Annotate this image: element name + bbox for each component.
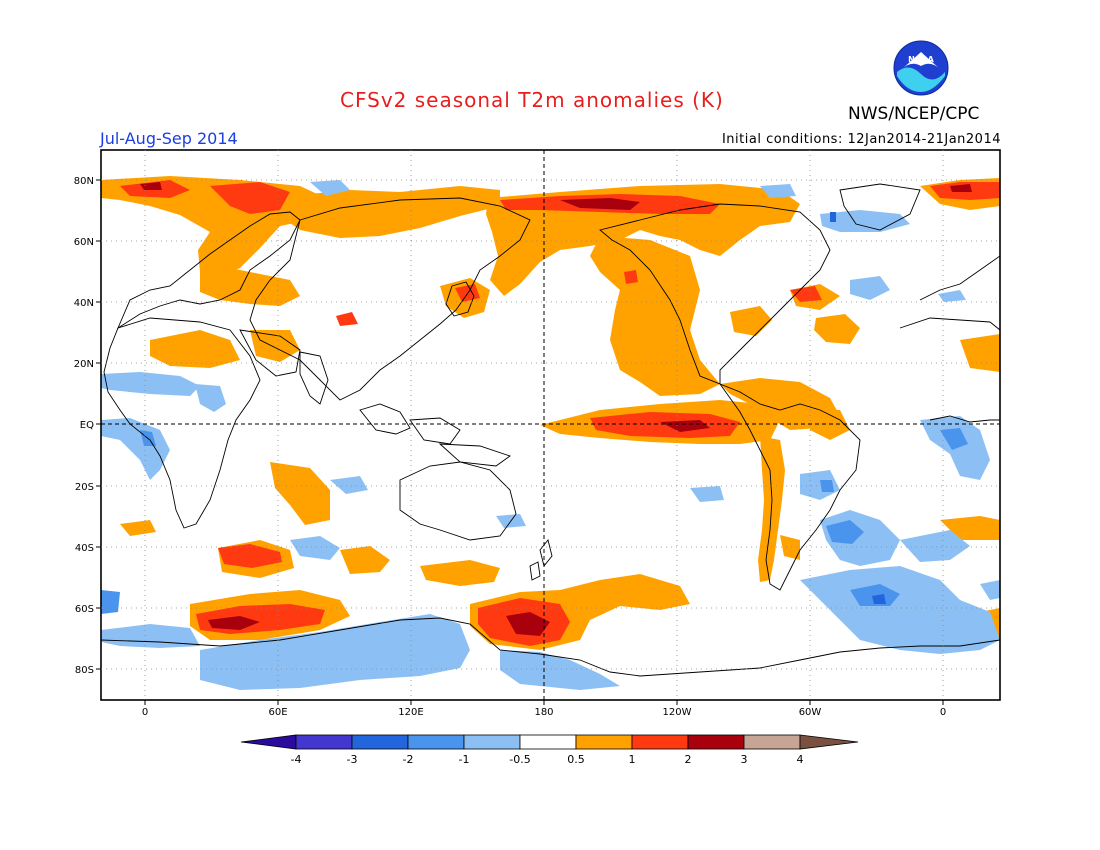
lat-label-40n: 40N: [74, 298, 94, 309]
anomaly-shading: [101, 176, 1000, 690]
colorbar-bin-7: [631, 734, 689, 750]
plot-frame: [100, 149, 1001, 701]
colorbar-label: -3: [347, 753, 358, 766]
colorbar-bin-9: [743, 734, 801, 750]
lon-label-120w: 120W: [663, 707, 692, 718]
lat-label-eq: EQ: [80, 420, 94, 431]
colorbar: [240, 734, 859, 750]
lat-label-40s: 40S: [75, 543, 94, 554]
noaa-logo: NOAA: [893, 40, 949, 96]
gridlines: [101, 150, 1000, 700]
colorbar-label: -1: [459, 753, 470, 766]
colorbar-bin-6: [575, 734, 633, 750]
reference-lines: [101, 150, 1000, 700]
colorbar-label: 2: [685, 753, 692, 766]
colorbar-bin-1: [295, 734, 353, 750]
colorbar-label: 0.5: [567, 753, 585, 766]
lat-label-80n: 80N: [74, 176, 94, 187]
colorbar-bin-5: [519, 734, 577, 750]
lon-label-0-left: 0: [142, 707, 148, 718]
lon-label-0-right: 0: [940, 707, 946, 718]
cool-anomaly-regions: [101, 180, 1000, 690]
coastlines: [101, 183, 1000, 677]
lon-label-120e: 120E: [398, 707, 423, 718]
lat-label-60s: 60S: [75, 604, 94, 615]
season-label: Jul-Aug-Sep 2014: [100, 129, 238, 148]
colorbar-bin-4: [463, 734, 521, 750]
tick-marks: [96, 179, 944, 705]
colorbar-bin-2: [351, 734, 409, 750]
lat-label-20s: 20S: [75, 482, 94, 493]
colorbar-label: 4: [797, 753, 804, 766]
very-strong-cool-anomaly-regions: [830, 212, 886, 604]
colorbar-label: -0.5: [509, 753, 530, 766]
agency-label: NWS/NCEP/CPC: [848, 104, 980, 124]
map-title: CFSv2 seasonal T2m anomalies (K): [340, 88, 724, 112]
colorbar-label: -2: [403, 753, 414, 766]
lon-label-60w: 60W: [799, 707, 822, 718]
colorbar-bin-0: [240, 734, 297, 750]
strong-cool-anomaly-regions: [101, 428, 968, 614]
colorbar-label: 3: [741, 753, 748, 766]
colorbar-bin-8: [687, 734, 745, 750]
extreme-warm-anomaly-regions: [140, 182, 972, 636]
colorbar-bin-3: [407, 734, 465, 750]
colorbar-bin-10: [799, 734, 859, 750]
lon-label-60e: 60E: [268, 707, 287, 718]
initial-conditions-label: Initial conditions: 12Jan2014-21Jan2014: [721, 132, 1001, 147]
lat-label-20n: 20N: [74, 359, 94, 370]
colorbar-labels: -4 -3 -2 -1 -0.5 0.5 1 2 3 4: [291, 753, 804, 766]
latitude-labels: 80N 60N 40N 20N EQ 20S 40S 60S 80S: [74, 176, 94, 676]
colorbar-label: -4: [291, 753, 302, 766]
noaa-logo-text: NOAA: [908, 55, 934, 64]
lat-label-80s: 80S: [75, 665, 94, 676]
colorbar-label: 1: [629, 753, 636, 766]
longitude-labels: 0 60E 120E 180 120W 60W 0: [142, 707, 946, 718]
lat-label-60n: 60N: [74, 237, 94, 248]
lon-label-180: 180: [534, 707, 553, 718]
